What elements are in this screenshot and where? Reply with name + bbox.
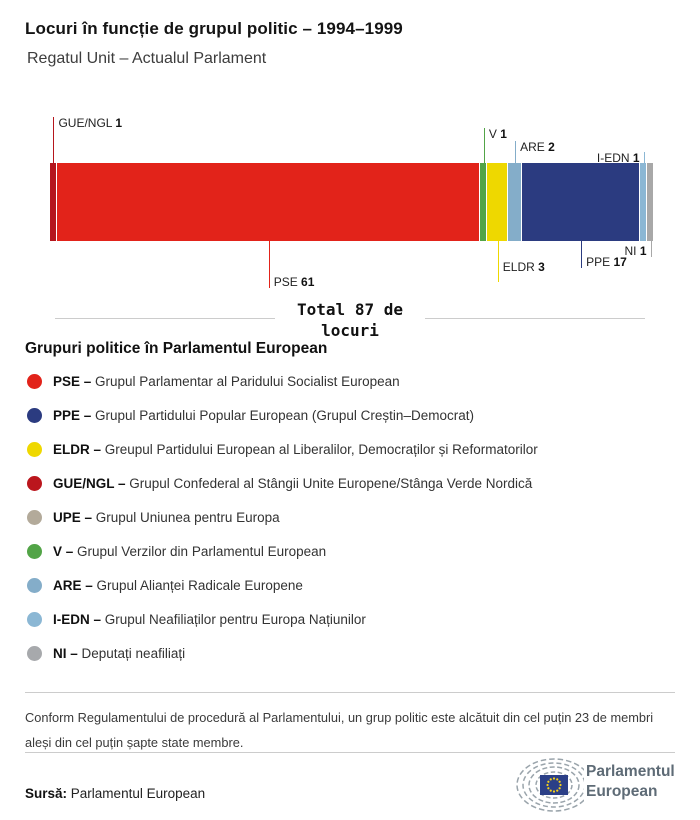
legend-item-gue-ngl: GUE/NGL – Grupul Confederal al Stângii U… — [27, 466, 677, 500]
legend-dot-v — [27, 543, 42, 559]
legend-item-eldr: ELDR – Greupul Partidului European al Li… — [27, 432, 677, 466]
callout-label-are: ARE 2 — [520, 140, 555, 154]
callout-label-ni: NI 1 — [624, 244, 647, 258]
callout-line-i-edn — [643, 152, 645, 163]
european-parliament-logo: Parlamentul European — [514, 757, 680, 813]
bar-segment-eldr[interactable] — [487, 163, 508, 241]
footnote-rule-bottom — [25, 752, 675, 753]
callout-line-eldr — [497, 241, 499, 282]
legend-label-are: ARE – Grupul Alianței Radicale Europene — [53, 577, 303, 593]
legend-label-upe: UPE – Grupul Uniunea pentru Europa — [53, 509, 280, 525]
legend-heading: Grupuri politice în Parlamentul European — [25, 340, 328, 357]
callout-label-ppe: PPE 17 — [586, 255, 627, 269]
callout-line-ppe — [581, 241, 583, 268]
legend-label-ni: NI – Deputați neafiliați — [53, 645, 186, 661]
callout-label-i-edn: I-EDN 1 — [596, 151, 640, 165]
total-seats-label: Total 87 de locuri — [297, 300, 403, 340]
eu-flag-stars — [546, 777, 562, 793]
bar-segment-ni[interactable] — [647, 163, 653, 241]
bar-segment-gue-ngl[interactable] — [50, 163, 56, 241]
legend-label-i-edn: I-EDN – Grupul Neafiliaților pentru Euro… — [53, 611, 366, 627]
page-subtitle: Regatul Unit – Actualul Parlament — [27, 50, 267, 67]
divider-rule-right — [425, 318, 645, 319]
footnote: Conform Regulamentului de procedură al P… — [25, 710, 654, 750]
legend-list: PSE – Grupul Parlamentar al Paridului So… — [27, 364, 677, 670]
legend-label-eldr: ELDR – Greupul Partidului European al Li… — [53, 441, 538, 457]
callout-label-gue-ngl: GUE/NGL 1 — [58, 116, 123, 130]
total-divider: Total 87 de locuri — [55, 299, 645, 341]
legend-item-ni: NI – Deputați neafiliați — [27, 636, 677, 670]
legend-item-v: V – Grupul Verzilor din Parlamentul Euro… — [27, 534, 677, 568]
source-line: Sursă: Parlamentul European — [25, 786, 205, 801]
eu-flag-icon — [540, 775, 568, 795]
legend-dot-upe — [27, 509, 42, 525]
legend-dot-ni — [27, 645, 42, 661]
legend-label-pse: PSE – Grupul Parlamentar al Paridului So… — [53, 373, 400, 389]
legend-dot-eldr — [27, 441, 42, 457]
bar-segment-i-edn[interactable] — [640, 163, 647, 241]
callout-label-eldr: ELDR 3 — [502, 260, 545, 274]
hemicycle-logo-icon — [516, 758, 584, 812]
page-title: Locuri în funcție de grupul politic – 19… — [25, 19, 403, 38]
callout-label-v: V 1 — [488, 127, 507, 141]
bar-segment-pse[interactable] — [56, 163, 480, 241]
seat-distribution-chart: GUE/NGL 1 PSE 61 V 1 ELDR 3 ARE 2 PPE 17 I-EDN… — [0, 0, 700, 300]
source-label: Sursă: — [25, 786, 68, 801]
legend-item-pse: PSE – Grupul Parlamentar al Paridului So… — [27, 364, 677, 398]
source-text: Parlamentul European — [70, 786, 206, 801]
legend-dot-ppe — [27, 407, 42, 423]
legend-item-are: ARE – Grupul Alianței Radicale Europene — [27, 568, 677, 602]
legend-label-ppe: PPE – Grupul Partidului Popular European… — [53, 407, 474, 423]
legend-item-i-edn: I-EDN – Grupul Neafiliaților pentru Euro… — [27, 602, 677, 636]
legend-dot-pse — [27, 373, 42, 389]
bar-segment-v[interactable] — [480, 163, 487, 241]
callout-line-ni — [650, 241, 652, 257]
bar-segment-are[interactable] — [508, 163, 522, 241]
legend-label-gue-ngl: GUE/NGL – Grupul Confederal al Stângii U… — [53, 475, 533, 491]
divider-rule-left — [55, 318, 275, 319]
callout-line-are — [515, 141, 517, 163]
logo-text: Parlamentul European — [586, 763, 675, 800]
legend-dot-are — [27, 577, 42, 593]
callout-line-v — [483, 128, 485, 163]
legend-dot-gue-ngl — [27, 475, 42, 491]
legend-item-upe: UPE – Grupul Uniunea pentru Europa — [27, 500, 677, 534]
footnote-rule-top — [25, 692, 675, 693]
callout-label-pse: PSE 61 — [273, 275, 315, 289]
legend-item-ppe: PPE – Grupul Partidului Popular European… — [27, 398, 677, 432]
legend-label-v: V – Grupul Verzilor din Parlamentul Euro… — [53, 543, 327, 559]
legend-dot-i-edn — [27, 611, 42, 627]
callout-line-pse — [268, 241, 270, 288]
callout-line-gue-ngl — [53, 117, 55, 163]
bar-segment-ppe[interactable] — [522, 163, 640, 241]
